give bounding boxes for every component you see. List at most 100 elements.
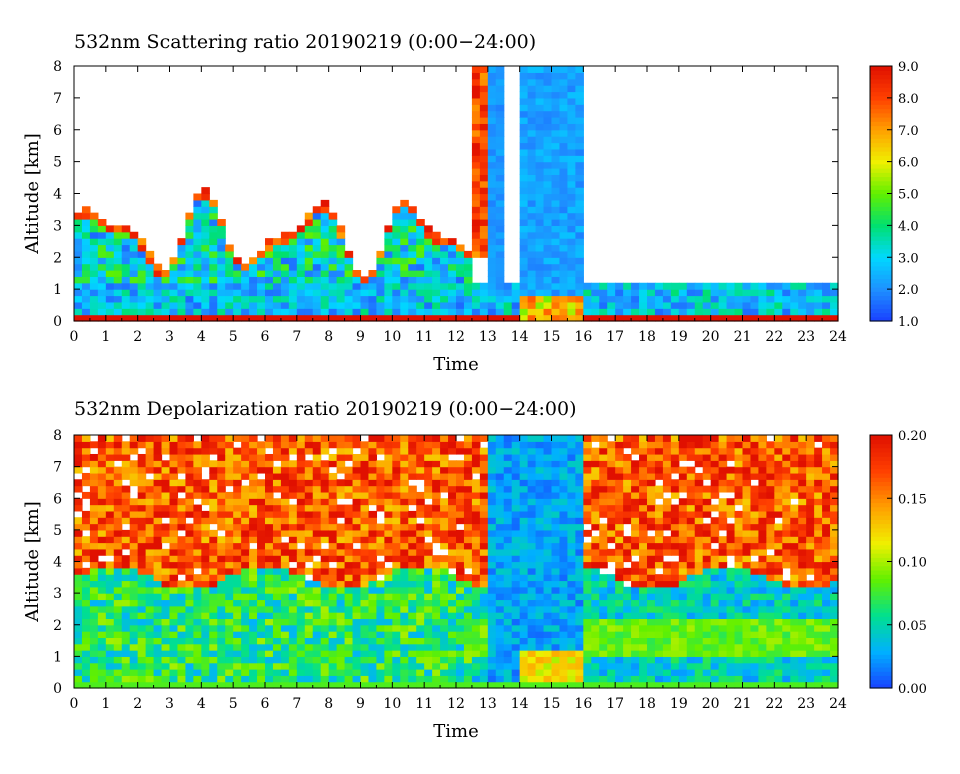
heat-cell (528, 143, 537, 150)
heat-cell (575, 435, 584, 442)
heat-cell (575, 656, 584, 663)
heat-cell (774, 631, 783, 638)
heat-cell (185, 625, 194, 632)
heat-cell (440, 302, 449, 309)
heat-cell (209, 631, 218, 638)
heat-cell (448, 270, 457, 277)
heat-cell (289, 505, 298, 512)
heat-cell (687, 555, 696, 562)
heat-cell (170, 555, 179, 562)
heat-cell (106, 612, 115, 619)
heat-cell (703, 467, 712, 474)
heat-cell (559, 435, 568, 442)
heat-cell (82, 232, 91, 239)
heat-cell (162, 618, 171, 625)
heat-cell (241, 454, 250, 461)
heat-cell (472, 486, 481, 493)
heat-cell (687, 530, 696, 537)
heat-cell (241, 435, 250, 442)
heat-cell (575, 473, 584, 480)
heat-cell (106, 593, 115, 600)
heat-cell (162, 625, 171, 632)
heat-cell (130, 663, 139, 670)
heat-cell (599, 656, 608, 663)
heat-cell (575, 92, 584, 99)
heat-cell (671, 289, 680, 296)
heat-cell (154, 264, 163, 271)
heat-cell (225, 625, 234, 632)
heat-cell (448, 631, 457, 638)
heat-cell (281, 441, 290, 448)
heat-cell (209, 618, 218, 625)
heat-cell (265, 498, 274, 505)
heat-cell (528, 580, 537, 587)
heat-cell (567, 296, 576, 303)
heat-cell (201, 238, 210, 245)
heat-cell (217, 460, 226, 467)
depolarization-ratio-panel: 532nm Depolarization ratio 20190219 (0:0… (22, 398, 927, 742)
heat-cell (743, 289, 752, 296)
heat-cell (384, 467, 393, 474)
heat-cell (559, 562, 568, 569)
heat-cell (400, 536, 409, 543)
heat-cell (575, 194, 584, 201)
heat-cell (528, 618, 537, 625)
heat-cell (329, 245, 338, 252)
heat-cell (249, 675, 258, 682)
heat-cell (217, 631, 226, 638)
heat-cell (631, 536, 640, 543)
heat-cell (758, 460, 767, 467)
heat-cell (559, 587, 568, 594)
heat-cell (368, 549, 377, 556)
heat-cell (106, 656, 115, 663)
heat-cell (408, 656, 417, 663)
heat-cell (98, 511, 107, 518)
heat-cell (305, 536, 314, 543)
heat-cell (337, 536, 346, 543)
heat-cell (735, 669, 744, 676)
heat-cell (559, 675, 568, 682)
heat-cell (353, 555, 362, 562)
heat-cell (607, 650, 616, 657)
heat-cell (567, 606, 576, 613)
heat-cell (209, 467, 218, 474)
heat-cell (750, 486, 759, 493)
heat-cell (257, 511, 266, 518)
heat-cell (249, 536, 258, 543)
heat-cell (217, 467, 226, 474)
heat-cell (424, 232, 433, 239)
scattering-ratio-panel: 532nm Scattering ratio 20190219 (0:00−24… (22, 31, 919, 375)
heat-cell (512, 308, 521, 315)
heat-cell (536, 669, 545, 676)
heat-cell (464, 625, 473, 632)
heat-cell (82, 473, 91, 480)
heat-cell (257, 467, 266, 474)
heat-cell (289, 574, 298, 581)
heat-cell (122, 251, 131, 258)
heat-cell (456, 587, 465, 594)
heat-cell (345, 276, 354, 283)
heat-cell (607, 296, 616, 303)
heat-cell (122, 606, 131, 613)
heat-cell (98, 574, 107, 581)
heat-cell (472, 511, 481, 518)
heat-cell (655, 650, 664, 657)
heat-cell (496, 296, 505, 303)
heat-cell (552, 245, 561, 252)
heat-cell (408, 637, 417, 644)
heat-cell (480, 587, 489, 594)
heat-cell (400, 435, 409, 442)
heat-cell (504, 612, 513, 619)
heat-cell (520, 663, 529, 670)
heat-cell (138, 543, 147, 550)
heat-cell (281, 593, 290, 600)
heat-cell (504, 637, 513, 644)
heat-cell (567, 618, 576, 625)
heat-cell (727, 536, 736, 543)
heat-cell (719, 606, 728, 613)
heat-cell (520, 441, 529, 448)
heat-cell (74, 568, 83, 575)
heat-cell (552, 130, 561, 137)
heat-cell (384, 479, 393, 486)
heat-cell (177, 562, 186, 569)
